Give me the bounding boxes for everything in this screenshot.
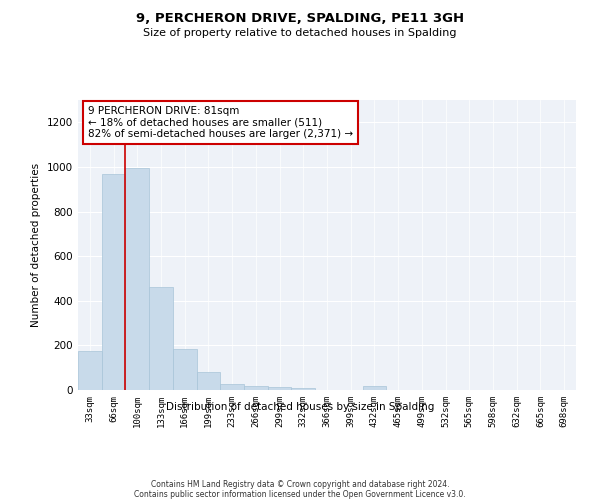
Bar bbox=[268, 388, 292, 390]
Text: Distribution of detached houses by size in Spalding: Distribution of detached houses by size … bbox=[166, 402, 434, 412]
Bar bbox=[173, 348, 197, 390]
Bar bbox=[292, 388, 315, 390]
Text: 9, PERCHERON DRIVE, SPALDING, PE11 3GH: 9, PERCHERON DRIVE, SPALDING, PE11 3GH bbox=[136, 12, 464, 26]
Bar bbox=[244, 386, 268, 390]
Text: 9 PERCHERON DRIVE: 81sqm
← 18% of detached houses are smaller (511)
82% of semi-: 9 PERCHERON DRIVE: 81sqm ← 18% of detach… bbox=[88, 106, 353, 139]
Bar bbox=[149, 288, 173, 390]
Text: Size of property relative to detached houses in Spalding: Size of property relative to detached ho… bbox=[143, 28, 457, 38]
Y-axis label: Number of detached properties: Number of detached properties bbox=[31, 163, 41, 327]
Bar bbox=[362, 386, 386, 390]
Bar bbox=[125, 168, 149, 390]
Bar bbox=[220, 384, 244, 390]
Text: Contains HM Land Registry data © Crown copyright and database right 2024.
Contai: Contains HM Land Registry data © Crown c… bbox=[134, 480, 466, 500]
Bar bbox=[197, 372, 220, 390]
Bar bbox=[78, 351, 102, 390]
Bar bbox=[102, 174, 125, 390]
